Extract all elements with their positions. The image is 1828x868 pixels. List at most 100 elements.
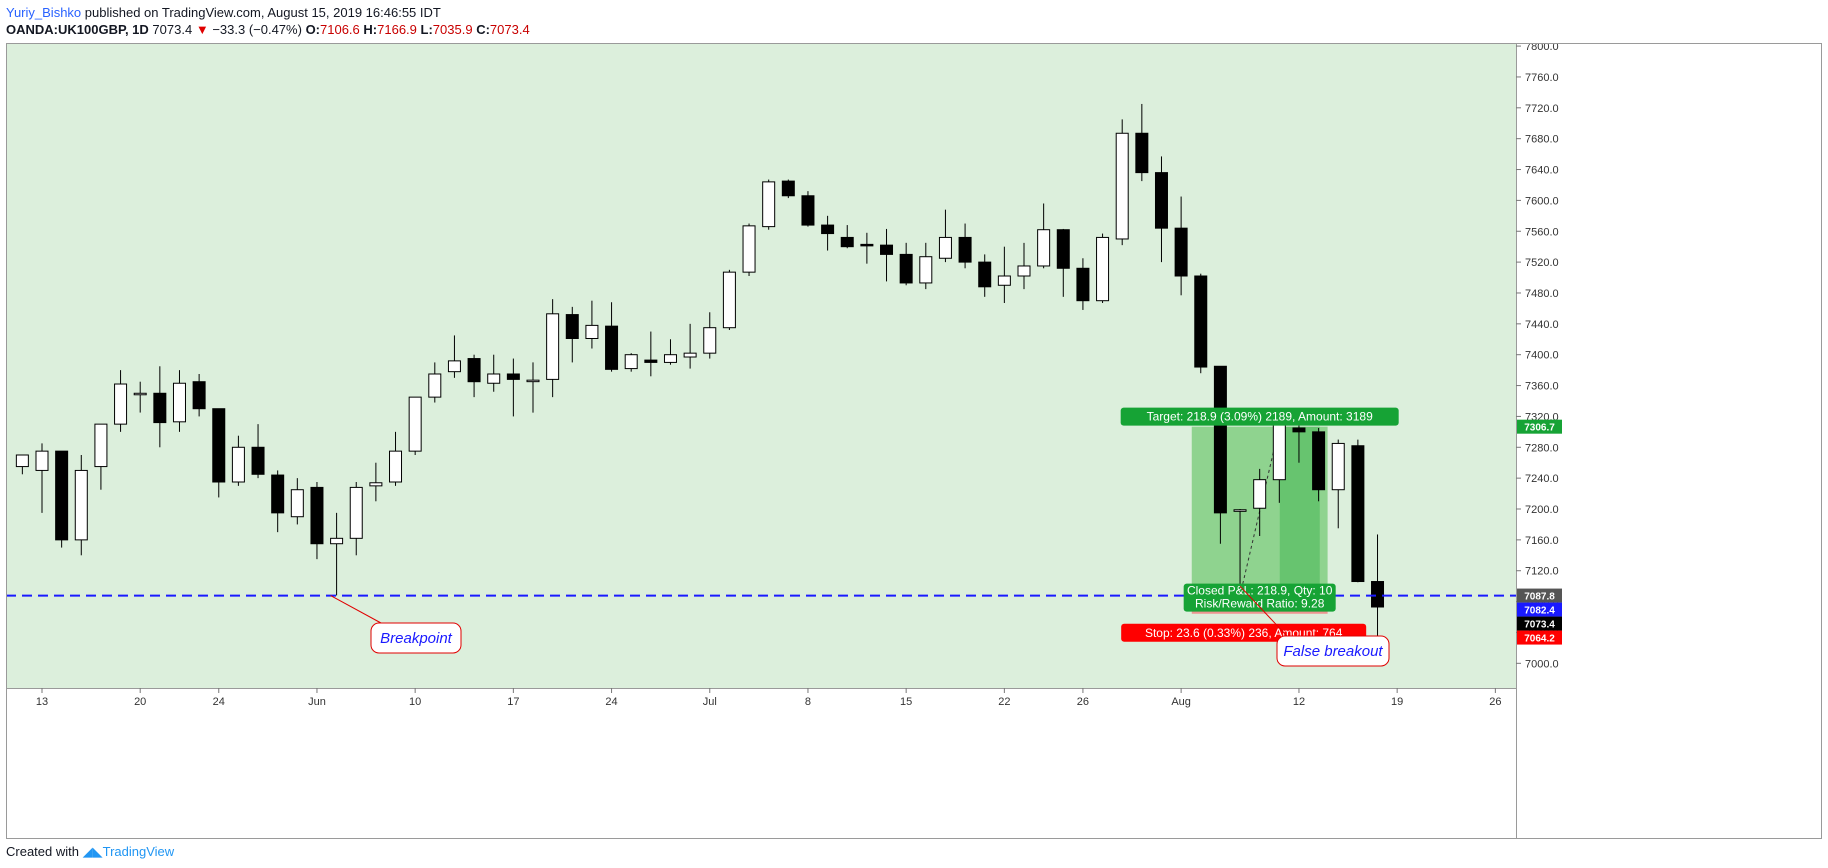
y-tick-label: 7480.0 (1525, 288, 1559, 300)
candlestick-chart[interactable]: 7000.07040.07080.07120.07160.07200.07240… (6, 43, 1822, 839)
price-label: 7082.4 (1524, 606, 1555, 617)
candle-down (153, 392, 167, 424)
candle-down (310, 486, 324, 545)
x-tick-label: Aug (1171, 696, 1191, 708)
close-value: 7073.4 (489, 22, 530, 37)
candle-up (133, 392, 147, 396)
candle-down (251, 446, 265, 475)
published-text: published on TradingView.com, August 15,… (81, 5, 441, 20)
y-tick-label: 7200.0 (1525, 504, 1559, 516)
price-label: 7306.7 (1524, 423, 1555, 434)
false-breakout-callout: False breakout (1283, 643, 1383, 660)
candle-down (565, 314, 579, 339)
candle-up (1233, 509, 1247, 512)
candle-up (526, 379, 540, 383)
x-tick-label: 24 (213, 696, 225, 708)
candle-down (781, 180, 795, 197)
candle-up (389, 450, 403, 483)
breakpoint-callout: Breakpoint (380, 630, 453, 647)
candle-down (467, 358, 481, 383)
price-label-box (1517, 419, 1562, 434)
false-breakout-callout-pointer (1239, 585, 1288, 637)
candle-up (683, 352, 697, 358)
candle-up (369, 482, 383, 487)
candle-up (762, 181, 776, 228)
candle-down (958, 236, 972, 263)
candle-up (172, 382, 186, 423)
y-tick-label: 7280.0 (1525, 442, 1559, 454)
candle-up (585, 324, 599, 339)
target-label: Target: 218.9 (3.09%) 2189, Amount: 3189 (1147, 410, 1373, 424)
x-tick-label: 20 (134, 696, 146, 708)
candle-down (978, 261, 992, 288)
high-label: H: (363, 22, 378, 37)
candle-down (1194, 275, 1208, 368)
chart-frame (6, 43, 1822, 839)
closed-pnl-label: Closed P&L: 218.9, Qty: 10 (1187, 584, 1333, 598)
candle-up (663, 354, 677, 363)
price-label: 7064.2 (1524, 634, 1555, 645)
candle-down (212, 408, 226, 483)
candle-down (801, 195, 815, 226)
x-tick-label: Jun (308, 696, 326, 708)
y-tick-label: 7160.0 (1525, 535, 1559, 547)
x-tick-label: 12 (1293, 696, 1305, 708)
closed-pnl-box (1183, 583, 1336, 612)
candle-down (1371, 581, 1385, 608)
x-tick-label: 24 (605, 696, 617, 708)
candle-down (840, 236, 854, 248)
false-breakout-callout-box (1276, 635, 1390, 667)
candle-up (703, 327, 717, 354)
candle-down (1351, 445, 1365, 583)
candle-up (1037, 229, 1051, 267)
candle-down (271, 474, 285, 514)
y-tick-label: 7000.0 (1525, 658, 1559, 670)
high-value: 7166.9 (377, 22, 417, 37)
price-label: 7073.4 (1524, 620, 1555, 631)
author-link[interactable]: Yuriy_Bishko (6, 5, 82, 20)
close-label: C: (476, 22, 490, 37)
candle-up (919, 256, 933, 284)
y-tick-label: 7760.0 (1525, 72, 1559, 84)
open-value: 7106.6 (320, 22, 360, 37)
candle-down (1135, 132, 1149, 174)
price-label-box (1517, 616, 1562, 631)
candle-up (487, 373, 501, 384)
candle-down (192, 381, 206, 410)
candle-up (290, 489, 304, 518)
candle-down (821, 224, 835, 235)
last-price: 7073.4 (152, 22, 193, 37)
candle-up (428, 373, 442, 398)
open-label: O: (305, 22, 321, 37)
candle-down (1174, 227, 1188, 277)
y-tick-label: 7720.0 (1525, 103, 1559, 115)
tradingview-link[interactable]: TradingView (102, 844, 175, 859)
candle-up (1096, 236, 1110, 302)
candle-up (349, 486, 363, 539)
candle-up (1017, 265, 1031, 277)
price-label-box (1517, 630, 1562, 645)
candle-up (742, 225, 756, 273)
x-tick-label: 15 (900, 696, 912, 708)
y-tick-label: 7640.0 (1525, 165, 1559, 177)
x-tick-label: 22 (998, 696, 1010, 708)
candle-up (94, 423, 108, 468)
y-tick-label: 7680.0 (1525, 134, 1559, 146)
candle-up (546, 313, 560, 380)
candle-down (1213, 365, 1227, 514)
candle-up (231, 446, 245, 483)
candle-up (114, 383, 128, 425)
candle-up (330, 537, 344, 545)
y-tick-label: 7120.0 (1525, 566, 1559, 578)
candle-down (644, 359, 658, 363)
x-tick-label: 13 (36, 696, 48, 708)
candle-up (1253, 479, 1267, 509)
tradingview-logo-icon: ◢◣ (82, 844, 103, 859)
candle-up (15, 454, 29, 468)
x-tick-label: 26 (1489, 696, 1501, 708)
candle-up (35, 450, 49, 471)
candle-up (1331, 442, 1345, 491)
risk-reward-label: Risk/Reward Ratio: 9.28 (1195, 597, 1325, 611)
price-label-box (1517, 602, 1562, 617)
candle-down (55, 450, 69, 541)
